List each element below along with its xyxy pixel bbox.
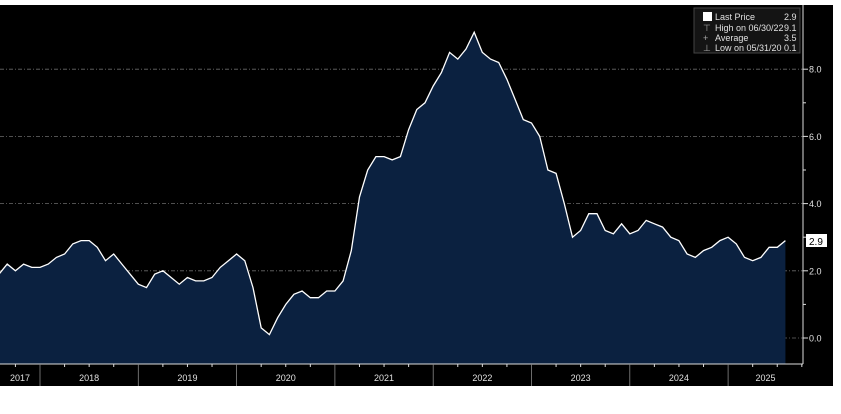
x-tick-label: 2020: [276, 373, 296, 383]
high-marker-icon: ⊤: [703, 23, 711, 33]
legend-value: 9.1: [784, 23, 797, 33]
x-tick-label: 2024: [669, 373, 689, 383]
legend-value: 0.1: [784, 43, 797, 53]
x-tick-label: 2022: [472, 373, 492, 383]
x-tick-label: 2025: [756, 373, 776, 383]
low-marker-icon: ⊥: [703, 43, 711, 53]
x-tick-label: 2023: [571, 373, 591, 383]
y-tick-label: 2.0: [809, 266, 822, 276]
legend-value: 2.9: [784, 12, 797, 22]
legend-value: 3.5: [784, 33, 797, 43]
y-axis-ticks: 0.0 2.0 4.0 6.0 8.0: [803, 65, 822, 344]
legend-label: Average: [715, 33, 748, 43]
y-tick-label: 6.0: [809, 132, 822, 142]
y-tick-label: 0.0: [809, 334, 822, 344]
x-tick-label: 2021: [374, 373, 394, 383]
legend-label: Low on 05/31/20: [715, 43, 782, 53]
legend: Last Price 2.9 ⊤ High on 06/30/22 9.1 + …: [693, 7, 801, 54]
last-value-label: 2.9: [809, 237, 823, 248]
x-tick-label: 2017: [10, 373, 30, 383]
average-marker-icon: +: [703, 33, 708, 43]
last-value-marker: 2.9: [806, 234, 827, 248]
y-tick-label: 4.0: [809, 199, 822, 209]
x-tick-label: 2019: [177, 373, 197, 383]
y-tick-label: 8.0: [809, 65, 822, 75]
legend-swatch-last-price: [703, 12, 712, 21]
x-tick-label: 2018: [79, 373, 99, 383]
legend-label: Last Price: [715, 12, 755, 22]
series-line-last-price: [0, 30, 786, 336]
x-axis-ticks: 2017 2018 2019 2020 2021 2022 2023 2024 2025: [10, 364, 803, 386]
legend-label: High on 06/30/22: [715, 23, 784, 33]
